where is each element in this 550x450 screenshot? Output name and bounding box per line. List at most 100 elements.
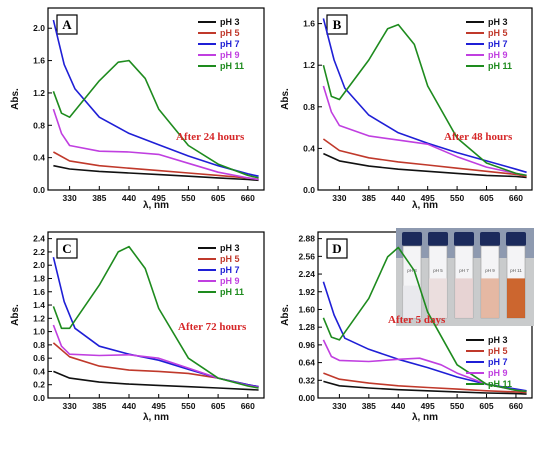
vial: pH 5 [428, 232, 448, 319]
series-line-ph3 [53, 164, 259, 182]
vial: pH 9 [480, 232, 500, 319]
x-tick-label: 440 [122, 401, 136, 411]
vial-label: pH 7 [459, 268, 469, 273]
legend-entry: pH 7 [488, 39, 508, 49]
y-tick-label: 0.8 [303, 102, 315, 112]
series-line-ph11 [322, 23, 527, 177]
panel-label: D [326, 238, 348, 259]
series-line-ph3 [323, 380, 527, 395]
series-line-ph5 [322, 138, 527, 178]
legend-entry: pH 5 [488, 346, 508, 356]
y-tick-label: 2.0 [33, 23, 45, 33]
legend-entry: pH 11 [488, 379, 512, 389]
y-tick-label: 0.8 [33, 340, 45, 350]
x-axis-label: λ, nm [412, 200, 438, 211]
x-tick-label: 440 [122, 193, 136, 203]
plot-frame [317, 7, 533, 191]
vial-label: pH 11 [510, 268, 522, 273]
series-line-ph11 [52, 59, 259, 179]
y-tick-label: 0.0 [33, 393, 45, 403]
y-tick-label: 1.2 [33, 313, 45, 323]
vial: pH 11 [506, 232, 526, 319]
panel-B: 330 385 440 495 550 605 660 0.0 0.4 0.8 1.2 1.6 λ, n… [280, 7, 533, 211]
vial-label: pH 3 [407, 268, 417, 273]
x-tick-label: 385 [92, 401, 106, 411]
y-tick-label: 0.32 [298, 375, 315, 385]
x-tick-label: 550 [450, 193, 464, 203]
vial: pH 7 [454, 232, 474, 319]
x-tick-label: 330 [63, 401, 77, 411]
x-tick-label: 495 [152, 401, 166, 411]
y-tick-label: 0.4 [33, 153, 45, 163]
panel-label: A [56, 14, 78, 35]
y-tick-label: 0.8 [33, 120, 45, 130]
x-axis-label: λ, nm [143, 412, 169, 423]
legend-entry: pH 3 [220, 243, 240, 253]
y-tick-label: 2.4 [33, 234, 45, 244]
legend-entry: pH 7 [220, 265, 240, 275]
y-tick-label: 1.92 [298, 287, 315, 297]
y-axis-label: Abs. [280, 88, 291, 110]
panel-letter: C [62, 241, 71, 256]
series-line-ph5 [53, 151, 259, 181]
plot-frame [47, 231, 265, 399]
legend-entry: pH 5 [220, 28, 240, 38]
legend: pH 3pH 5pH 7pH 9pH 11 [198, 17, 244, 71]
y-tick-label: 0.4 [33, 366, 45, 376]
y-tick-label: 2.0 [33, 260, 45, 270]
y-tick-label: 1.60 [298, 304, 315, 314]
panel-A: 330 385 440 495 550 605 660 0.0 0.4 0.8 1.2 1.6 2.0 λ… [10, 7, 265, 211]
x-tick-label: 660 [241, 193, 255, 203]
series-line-ph3 [323, 152, 527, 179]
x-tick-label: 605 [211, 193, 225, 203]
x-tick-label: 330 [63, 193, 77, 203]
legend-entry: pH 3 [220, 17, 240, 27]
panel-label: C [56, 238, 78, 259]
y-tick-label: 0.2 [33, 380, 45, 390]
series-line-ph5 [323, 372, 527, 394]
vial: pH 3 [402, 232, 422, 319]
x-tick-label: 605 [211, 401, 225, 411]
x-tick-label: 495 [421, 401, 435, 411]
time-annotation: After 48 hours [444, 131, 513, 143]
x-tick-label: 495 [421, 193, 435, 203]
x-tick-label: 660 [509, 193, 523, 203]
x-tick-label: 550 [450, 401, 464, 411]
x-tick-label: 385 [362, 193, 376, 203]
y-tick-label: 0.4 [303, 143, 315, 153]
series-line-ph11 [52, 245, 259, 389]
y-tick-label: 1.6 [33, 287, 45, 297]
legend-entry: pH 11 [220, 287, 244, 297]
x-tick-label: 330 [332, 193, 346, 203]
y-tick-label: 1.4 [33, 300, 45, 310]
legend-entry: pH 9 [220, 276, 240, 286]
legend: pH 3pH 5pH 7pH 9pH 11 [466, 335, 512, 389]
y-axis-label: Abs. [10, 304, 21, 326]
vial-label: pH 9 [485, 268, 495, 273]
y-tick-label: 1.28 [298, 322, 315, 332]
x-tick-label: 605 [479, 401, 493, 411]
y-tick-label: 1.2 [33, 88, 45, 98]
legend-entry: pH 7 [488, 357, 508, 367]
y-tick-label: 2.24 [298, 269, 315, 279]
y-tick-label: 1.0 [33, 327, 45, 337]
legend-entry: pH 3 [488, 335, 508, 345]
x-tick-label: 550 [181, 193, 195, 203]
legend-entry: pH 7 [220, 39, 240, 49]
legend-entry: pH 9 [220, 50, 240, 60]
x-tick-label: 385 [362, 401, 376, 411]
y-tick-label: 1.2 [303, 60, 315, 70]
vials-photo: pH 3 pH 5 pH 7 pH 9 pH 11 [396, 228, 534, 326]
legend: pH 3pH 5pH 7pH 9pH 11 [466, 17, 512, 71]
legend-entry: pH 11 [220, 61, 244, 71]
plot-frame [47, 7, 265, 191]
y-tick-label: 1.6 [303, 19, 315, 29]
time-annotation: After 24 hours [176, 131, 245, 143]
y-tick-label: 0.96 [298, 340, 315, 350]
panel-letter: B [333, 17, 342, 32]
x-tick-label: 330 [332, 401, 346, 411]
y-tick-label: 0.64 [298, 358, 315, 368]
x-axis-label: λ, nm [143, 200, 169, 211]
legend-entry: pH 5 [220, 254, 240, 264]
y-tick-label: 1.8 [33, 273, 45, 283]
